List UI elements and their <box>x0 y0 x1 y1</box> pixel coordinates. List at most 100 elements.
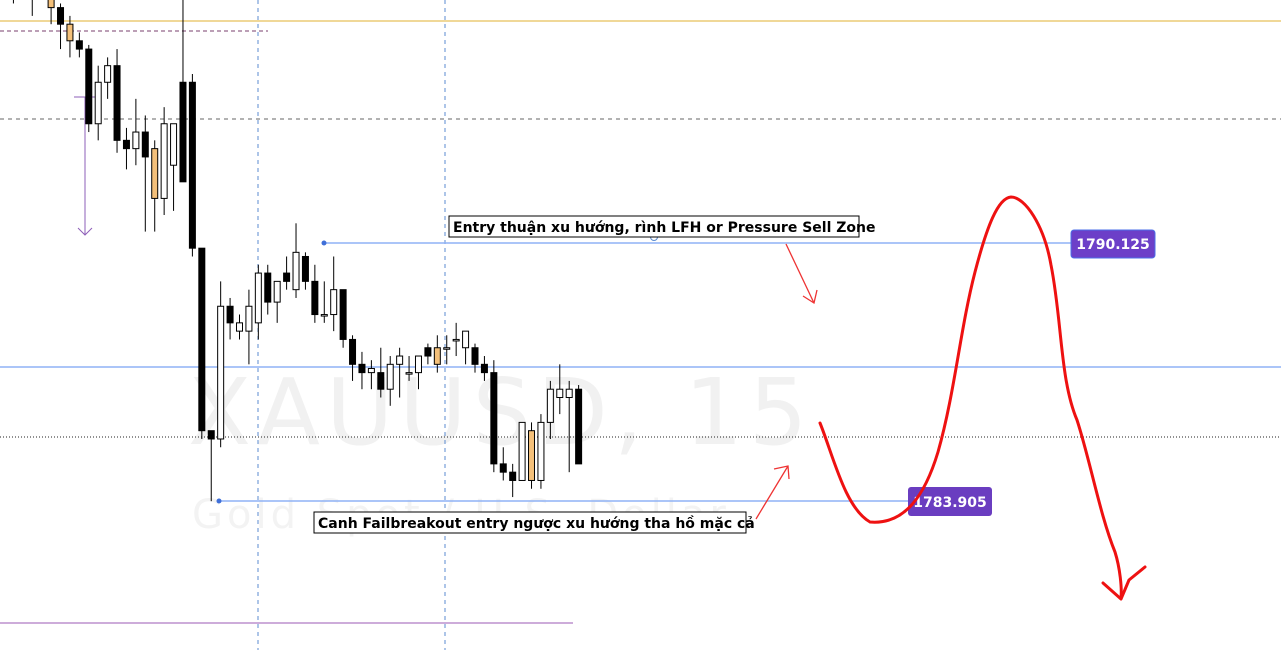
candle-body <box>264 272 272 303</box>
candle-body <box>471 347 479 365</box>
candle <box>226 297 234 340</box>
candle-body <box>47 0 55 9</box>
candle-body <box>170 123 178 166</box>
candle-body <box>75 40 83 50</box>
candle <box>198 247 206 439</box>
candle-body <box>273 280 281 303</box>
candle-body <box>518 421 526 481</box>
candle-body <box>452 338 460 342</box>
candle-body <box>236 322 243 332</box>
candle <box>12 0 14 4</box>
candle <box>414 355 422 390</box>
candle <box>75 32 83 58</box>
candle <box>94 65 102 141</box>
candle <box>546 380 554 439</box>
candle-body <box>122 139 130 150</box>
candle <box>358 351 366 390</box>
candle-body <box>198 247 206 432</box>
candle-body <box>283 272 291 282</box>
candle-body <box>349 338 357 365</box>
bottom-note-box[interactable] <box>313 511 747 534</box>
upper-line-anchor[interactable] <box>321 240 327 246</box>
candle-body <box>462 330 470 349</box>
candle <box>405 356 413 381</box>
candle-body <box>151 148 159 199</box>
projected-path-arrowhead-icon <box>1101 565 1147 601</box>
candle-body <box>424 347 432 357</box>
candle <box>537 414 545 489</box>
watermark-symbol: XAUUSD, 15 <box>188 359 813 466</box>
candle <box>292 223 300 298</box>
candle-body <box>443 347 451 350</box>
candle <box>85 44 93 133</box>
candle-body <box>339 289 347 340</box>
candle <box>188 73 196 257</box>
candle <box>122 127 130 170</box>
candle <box>217 281 225 448</box>
candle <box>132 98 140 166</box>
candle <box>283 256 291 290</box>
red-up-arrow-icon <box>755 465 789 520</box>
candle <box>565 380 573 473</box>
candle <box>330 256 338 332</box>
candle-body <box>490 372 498 465</box>
candle-body <box>104 65 112 83</box>
candle <box>518 421 526 481</box>
candle-body <box>188 81 196 249</box>
measure-arrow-icon <box>77 227 93 236</box>
candle <box>113 49 121 153</box>
candle <box>254 264 262 340</box>
candle-body <box>113 65 121 141</box>
candle-body <box>254 272 262 324</box>
candle-body <box>179 81 187 183</box>
candle <box>264 264 272 315</box>
candle-body <box>301 255 309 282</box>
candle <box>575 385 583 465</box>
lower-price-label[interactable] <box>908 487 992 516</box>
candle <box>349 335 357 381</box>
candle-body <box>132 131 140 150</box>
red-arrowhead <box>802 289 818 305</box>
candle-body <box>94 81 102 125</box>
candle <box>57 3 65 50</box>
candle-body <box>528 430 536 481</box>
projected-price-path[interactable] <box>818 195 1123 600</box>
candle-body <box>433 347 441 365</box>
top-note-text: Entry thuận xu hướng, rình LFH or Pressu… <box>453 220 875 236</box>
candle <box>386 356 394 406</box>
upper-price-text: 1790.125 <box>1076 237 1150 253</box>
candle <box>396 347 404 398</box>
candle-body <box>85 48 93 125</box>
candle <box>377 347 385 398</box>
candle <box>499 447 507 481</box>
top-note-box[interactable] <box>448 215 860 238</box>
candle-body <box>207 430 215 440</box>
candle <box>452 322 460 357</box>
candle <box>141 115 149 232</box>
lower-line-anchor[interactable] <box>216 498 222 504</box>
candle-body <box>292 251 300 291</box>
candle-body <box>396 355 404 365</box>
candle-body <box>311 280 319 316</box>
candle <box>556 364 564 415</box>
candle-body <box>245 305 253 332</box>
candle <box>151 140 159 232</box>
candle-body <box>405 372 413 375</box>
candle-body <box>141 131 149 158</box>
candle-body <box>414 355 422 374</box>
bottom-note-text: Canh Failbreakout entry ngược xu hướng t… <box>318 515 755 532</box>
candle <box>480 356 488 381</box>
candle-body <box>66 23 74 42</box>
candle <box>47 0 55 25</box>
candle <box>311 264 319 323</box>
candle <box>160 107 168 216</box>
upper-price-label[interactable] <box>1070 229 1156 259</box>
candle <box>471 343 479 373</box>
candle <box>207 430 215 502</box>
lower-price-text: 1783.905 <box>913 495 987 511</box>
candle <box>66 15 74 58</box>
candle <box>31 0 33 16</box>
candle-body <box>377 372 385 390</box>
candle-body <box>565 388 573 399</box>
